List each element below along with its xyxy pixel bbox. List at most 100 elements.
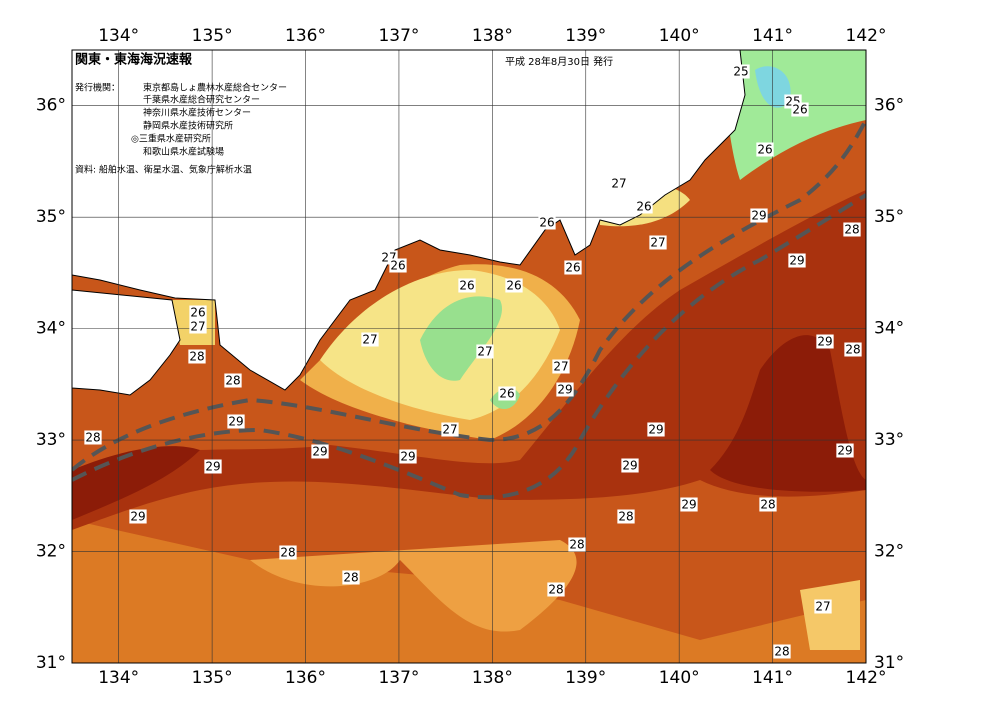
contour-label-bg	[680, 497, 698, 512]
contour-label-bg	[505, 278, 523, 293]
lon-label: 135°	[192, 668, 233, 688]
contour-label: 27	[611, 177, 626, 191]
contour-label: 28	[189, 350, 204, 364]
contour-label-bg	[538, 215, 556, 230]
contour-label-bg	[564, 260, 582, 275]
contour-label-bg	[814, 599, 832, 614]
contour-label-bg	[361, 332, 379, 347]
lat-label: 31°	[874, 653, 904, 673]
contour-label: 26	[459, 279, 474, 293]
contour-label: 27	[477, 345, 492, 359]
contour-label: 25	[733, 65, 748, 79]
lat-label: 35°	[874, 207, 904, 227]
lon-label: 141°	[752, 26, 793, 46]
lon-label: 135°	[192, 26, 233, 46]
contour-label: 28	[225, 374, 240, 388]
contour-label-bg	[843, 222, 861, 237]
contour-label: 27	[815, 600, 830, 614]
contour-label: 26	[499, 387, 514, 401]
lat-label: 31°	[36, 653, 66, 673]
lon-label: 136°	[285, 26, 326, 46]
contour-label: 28	[774, 645, 789, 659]
contour-label-bg	[788, 253, 806, 268]
contour-label-bg	[844, 342, 862, 357]
lon-label: 141°	[752, 668, 793, 688]
contour-label-bg	[342, 570, 360, 585]
contour-label-bg	[227, 414, 245, 429]
contour-label-bg	[547, 582, 565, 597]
issuer: ◎三重県水産研究所	[131, 133, 211, 145]
contour-label: 28	[343, 571, 358, 585]
contour-label: 27	[442, 423, 457, 437]
contour-label: 28	[618, 510, 633, 524]
contour-label: 29	[622, 459, 637, 473]
contour-label: 29	[312, 445, 327, 459]
contour-label: 29	[751, 209, 766, 223]
contour-label: 26	[539, 216, 554, 230]
lon-label: 142°	[846, 26, 887, 46]
contour-label-bg	[389, 258, 407, 273]
issuer-label: 発行機関：	[75, 82, 120, 94]
contour-label-bg	[617, 509, 635, 524]
contour-label: 27	[190, 320, 205, 334]
contour-label: 27	[650, 236, 665, 250]
contour-label: 26	[792, 103, 807, 117]
contour-label: 27	[553, 360, 568, 374]
contour-label-bg	[836, 443, 854, 458]
lat-label: 35°	[36, 207, 66, 227]
contour-label-bg	[279, 545, 297, 560]
contour-label-bg	[311, 444, 329, 459]
contour-label: 28	[569, 538, 584, 552]
lat-label: 32°	[36, 542, 66, 562]
contour-label-bg	[129, 509, 147, 524]
contour-label-bg	[204, 459, 222, 474]
contour-label-bg	[189, 319, 207, 334]
contour-label-bg	[759, 497, 777, 512]
data-source: 資料: 船舶水温、衛星水温、気象庁解析水温	[75, 164, 252, 176]
contour-label: 28	[844, 223, 859, 237]
contour-label: 29	[837, 444, 852, 458]
issuer: 千葉県水産総合研究センター	[143, 94, 260, 106]
lon-label: 134°	[98, 668, 139, 688]
contour-label-bg	[556, 382, 574, 397]
contour-label: 26	[757, 143, 772, 157]
contour-label: 29	[205, 460, 220, 474]
contour-label-bg	[816, 334, 834, 349]
map-frame	[71, 49, 867, 664]
contour-label-bg	[610, 176, 628, 191]
contour-label-bg	[750, 208, 768, 223]
contour-label-bg	[188, 349, 206, 364]
lat-label: 36°	[36, 96, 66, 116]
contour-label: 28	[85, 431, 100, 445]
contour-label: 26	[636, 200, 651, 214]
issuer: 神奈川県水産技術センター	[143, 107, 251, 119]
lat-label: 33°	[36, 430, 66, 450]
issuer: 東京都島しょ農林水産総合センター	[143, 82, 287, 94]
contour-label-bg	[621, 458, 639, 473]
lon-label: 139°	[565, 26, 606, 46]
contour-label: 28	[760, 498, 775, 512]
lon-label: 142°	[846, 668, 887, 688]
lat-label: 34°	[36, 319, 66, 339]
lon-label: 140°	[659, 26, 700, 46]
contour-label-bg	[458, 278, 476, 293]
contour-label: 27	[362, 333, 377, 347]
contour-label: 26	[506, 279, 521, 293]
contour-label: 29	[557, 383, 572, 397]
contour-label-bg	[635, 199, 653, 214]
contour-label-bg	[773, 644, 791, 659]
contour-label: 28	[280, 546, 295, 560]
lon-label: 134°	[98, 26, 139, 46]
contour-label: 26	[565, 261, 580, 275]
lon-label: 137°	[378, 26, 419, 46]
lon-label: 139°	[565, 668, 606, 688]
contour-label-bg	[476, 344, 494, 359]
lon-label: 140°	[659, 668, 700, 688]
contour-label-bg	[756, 142, 774, 157]
lat-label: 34°	[874, 319, 904, 339]
sea-surface	[72, 50, 866, 663]
lat-label: 33°	[874, 430, 904, 450]
map-title: 関東・東海海況速報	[75, 52, 193, 68]
issuer: 静岡県水産技術研究所	[143, 120, 233, 132]
